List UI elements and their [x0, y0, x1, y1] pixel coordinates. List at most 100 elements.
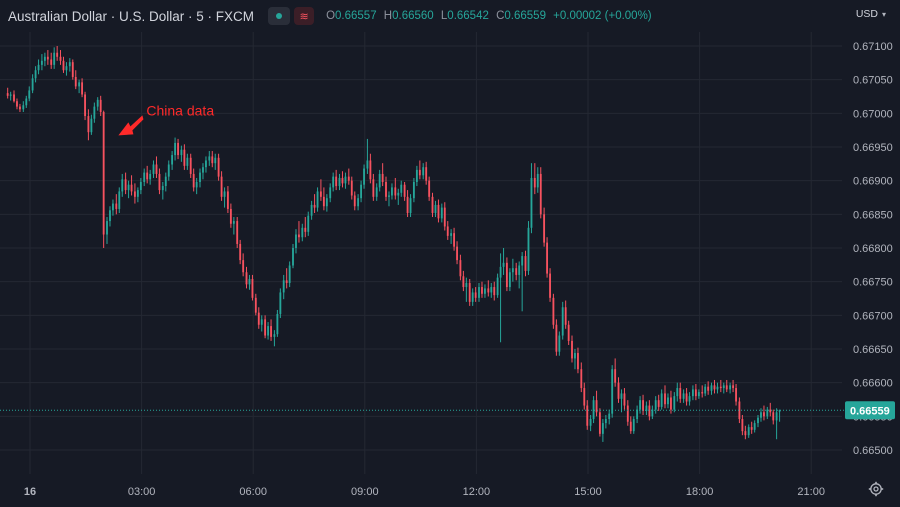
candle: [223, 187, 226, 208]
candle-body: [750, 427, 753, 430]
candle-body: [403, 184, 406, 197]
chevron-down-icon: ▾: [881, 9, 886, 19]
annotation-arrow: [118, 115, 144, 136]
high-value: 0.66560: [392, 10, 434, 22]
symbol-title[interactable]: Australian Dollar · U.S. Dollar · 5 · FX…: [8, 8, 255, 24]
candle-body: [481, 287, 483, 294]
candle-body: [245, 272, 248, 285]
candle-body: [617, 382, 620, 399]
candle: [543, 207, 546, 247]
candle: [766, 406, 769, 420]
candle-body: [555, 324, 558, 352]
chart-header: Australian Dollar · U.S. Dollar · 5 · FX…: [8, 6, 656, 26]
candle: [313, 194, 316, 213]
market-status-button[interactable]: [268, 7, 291, 25]
candle: [102, 110, 105, 248]
time-axis[interactable]: 16 03:00 06:00 09:00 12:00 15:00 18:00 21:00: [24, 486, 825, 498]
candle: [530, 163, 533, 234]
candle-body: [16, 101, 18, 107]
candle-body: [688, 396, 691, 402]
candle: [753, 420, 756, 433]
candle-body: [589, 419, 592, 426]
candle-body: [583, 388, 586, 406]
candle: [508, 268, 511, 292]
gear-icon: [868, 481, 884, 497]
candle-body: [704, 386, 707, 394]
approx-icon: ≋: [299, 10, 309, 23]
candle: [180, 145, 183, 162]
candle: [226, 186, 229, 213]
candle-body: [515, 268, 518, 275]
candle: [192, 168, 195, 192]
candle-body: [124, 179, 127, 191]
candle: [713, 379, 716, 394]
candle-body: [304, 227, 307, 232]
candle: [357, 194, 360, 211]
candle-body: [195, 182, 198, 188]
candle: [338, 173, 341, 191]
candle-body: [292, 248, 294, 266]
candle: [236, 217, 239, 248]
approx-button[interactable]: ≋: [294, 7, 315, 25]
candle: [202, 163, 204, 180]
candle-body: [357, 198, 360, 207]
candle-body: [236, 221, 239, 244]
candle-body: [183, 149, 186, 166]
currency-selector[interactable]: USD ▾: [856, 8, 886, 20]
candle-body: [288, 265, 291, 284]
candle-body: [307, 215, 310, 232]
candle: [769, 402, 772, 417]
candle: [552, 293, 555, 329]
candle: [264, 315, 267, 339]
candle: [738, 397, 741, 424]
candle-body: [564, 307, 567, 325]
candle-body: [214, 157, 217, 164]
candle-body: [130, 184, 133, 192]
candle: [450, 229, 453, 244]
candle-body: [270, 326, 272, 337]
candle: [183, 144, 186, 170]
candle: [440, 203, 443, 223]
candle-body: [651, 409, 654, 417]
candle: [301, 223, 304, 242]
candle: [418, 160, 421, 180]
candle-body: [577, 353, 579, 370]
candle-body: [648, 405, 651, 417]
candle: [670, 390, 672, 414]
candle-body: [422, 167, 425, 176]
candle: [459, 254, 462, 281]
candle-body: [664, 393, 666, 405]
candle: [133, 183, 136, 204]
candle-body: [205, 160, 207, 168]
candle: [56, 46, 59, 61]
candle-body: [741, 419, 744, 432]
candle-body: [360, 184, 363, 199]
candle: [778, 409, 781, 422]
candle-body: [59, 56, 62, 61]
candle: [161, 182, 164, 200]
candle-body: [580, 369, 583, 389]
candle-body: [667, 397, 669, 405]
candle-body: [760, 412, 762, 418]
candle: [546, 237, 549, 278]
candle: [775, 408, 778, 440]
close-value: 0.66559: [504, 10, 546, 22]
candle: [344, 172, 347, 189]
candle-body: [316, 191, 319, 208]
change-value: +0.00002 (+0.00%): [553, 10, 652, 22]
candle: [350, 176, 353, 200]
candle-body: [46, 56, 49, 60]
candle: [81, 78, 84, 98]
settings-button[interactable]: [868, 481, 884, 497]
candle-body: [716, 386, 719, 390]
candle: [260, 315, 263, 332]
candle-body: [40, 60, 43, 65]
candle-body: [539, 173, 542, 215]
candle-body: [440, 207, 443, 219]
candle-body: [25, 98, 28, 106]
candle: [378, 169, 381, 192]
candle: [701, 385, 704, 398]
candle-body: [171, 155, 174, 165]
candle-body: [31, 78, 34, 91]
